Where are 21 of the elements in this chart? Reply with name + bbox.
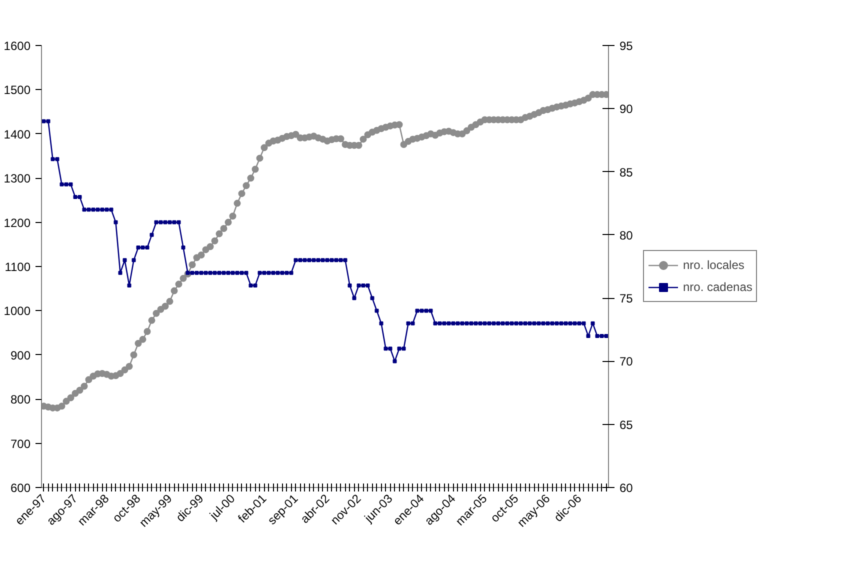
y-tick-label: 700 (10, 436, 31, 451)
legend-label: nro. locales (683, 258, 744, 272)
y2-tick-label: 60 (620, 481, 634, 495)
y2-tick-label: 85 (620, 165, 634, 180)
y2-tick-label: 95 (620, 39, 634, 53)
y-tick-label: 1100 (4, 260, 31, 274)
y-tick-label: 1500 (4, 83, 31, 98)
legend-label: nro. cadenas (683, 280, 752, 294)
y-tick-label: 600 (10, 481, 31, 495)
y-tick-label: 1000 (4, 304, 31, 318)
y-tick-label: 1200 (4, 216, 31, 230)
y-tick-label: 1300 (4, 172, 31, 186)
y-tick-label: 1400 (4, 127, 31, 142)
y-tick-label: 900 (10, 348, 31, 362)
y-tick-label: 1600 (4, 39, 31, 53)
y2-tick-label: 75 (620, 292, 634, 306)
y2-tick-label: 80 (620, 228, 634, 242)
y-tick-label: 800 (10, 392, 31, 407)
y2-tick-label: 65 (620, 418, 634, 432)
y2-tick-label: 70 (620, 354, 634, 369)
y2-tick-label: 90 (620, 102, 634, 116)
